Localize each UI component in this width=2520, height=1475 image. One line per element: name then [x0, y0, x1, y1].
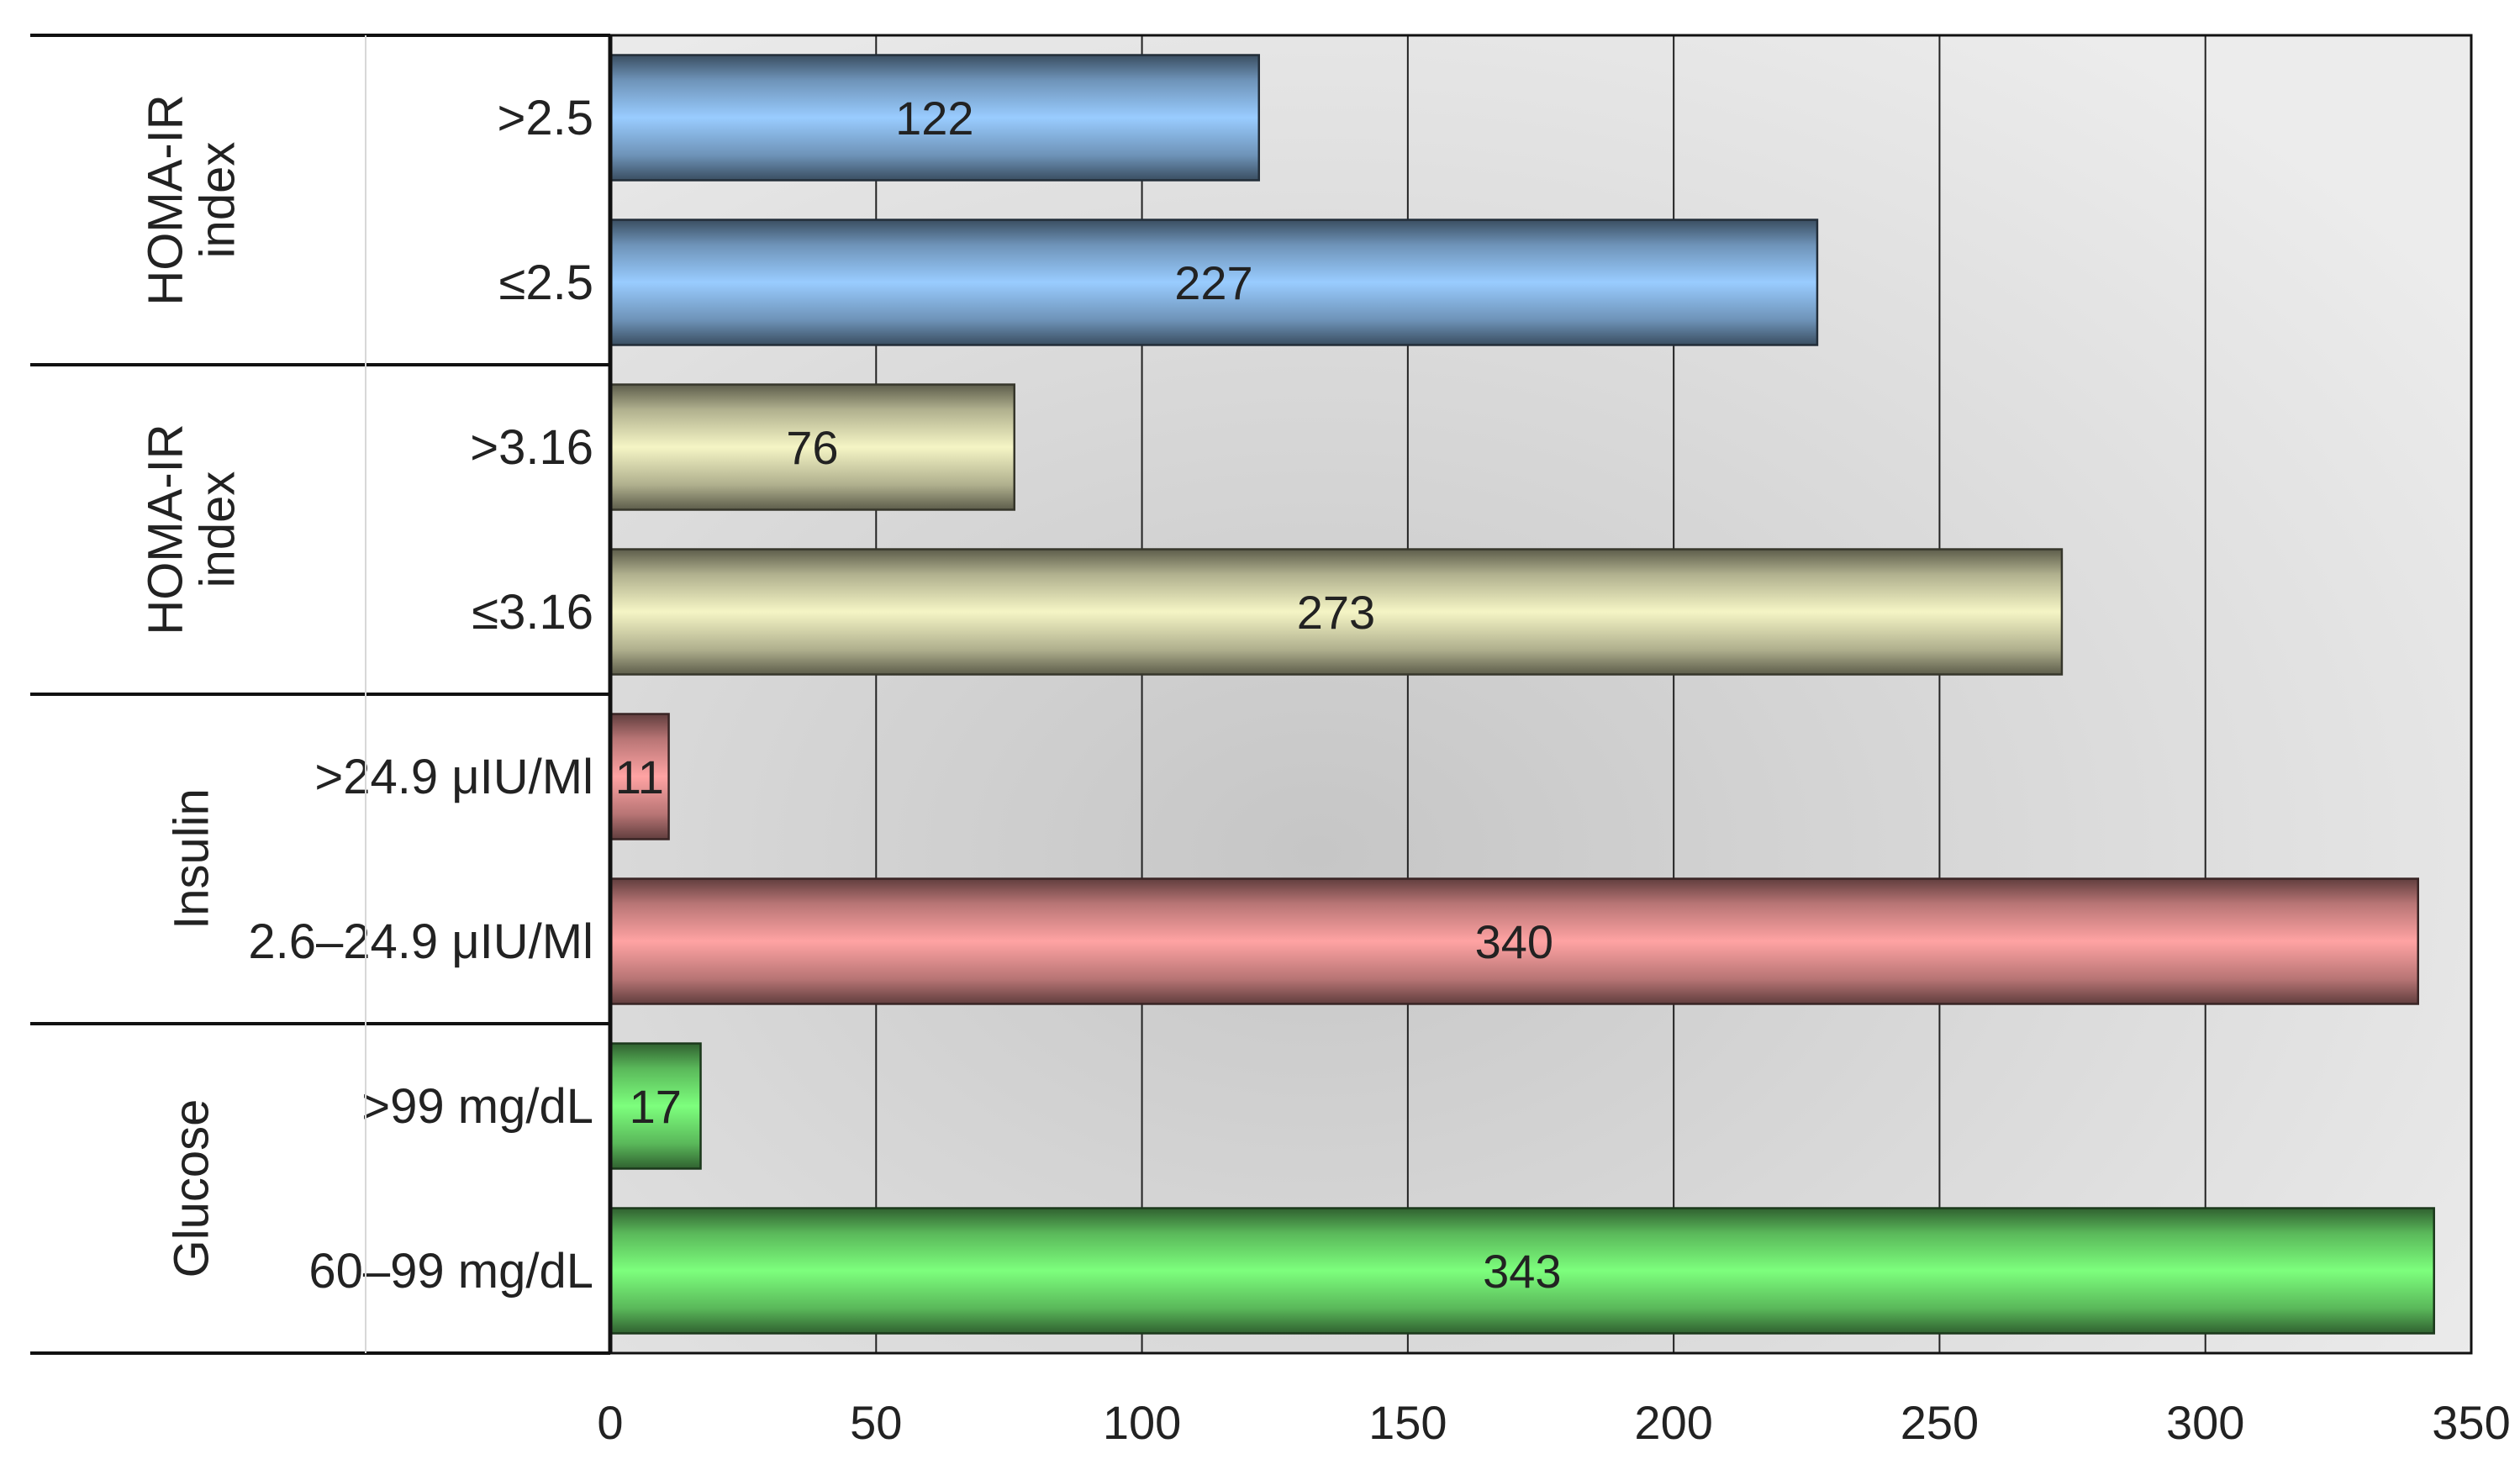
- x-tick-label: 300: [2166, 1396, 2244, 1449]
- category-label: >2.5: [498, 91, 594, 145]
- category-label: ≤2.5: [499, 255, 593, 310]
- group-label: index: [191, 142, 245, 259]
- bar[interactable]: [609, 1042, 702, 1170]
- bar-value-label: 227: [1174, 256, 1252, 309]
- x-tick-label: 0: [597, 1396, 623, 1449]
- category-label: >24.9 μIU/Ml: [314, 750, 593, 804]
- group-label: index: [191, 471, 245, 588]
- bar[interactable]: [609, 1207, 2435, 1335]
- bar[interactable]: [609, 54, 1260, 182]
- bar[interactable]: [609, 877, 2419, 1005]
- category-label: ≤3.16: [472, 585, 593, 640]
- group-label: Glucose: [165, 1099, 219, 1278]
- bar-value-label: 340: [1475, 915, 1553, 968]
- bar-value-label: 122: [895, 92, 973, 145]
- x-tick-label: 100: [1103, 1396, 1181, 1449]
- x-tick-label: 350: [2432, 1396, 2510, 1449]
- bar-value-label: 17: [630, 1080, 682, 1133]
- bar[interactable]: [609, 548, 2064, 676]
- bar-value-label: 273: [1297, 586, 1375, 639]
- bar-value-label: 76: [786, 421, 838, 474]
- category-label: >3.16: [470, 420, 593, 475]
- x-tick-label: 150: [1368, 1396, 1447, 1449]
- category-label: 2.6–24.9 μIU/Ml: [248, 914, 593, 969]
- x-tick-label: 250: [1901, 1396, 1979, 1449]
- group-label: Insulin: [165, 788, 219, 930]
- group-label: HOMA-IR: [139, 94, 193, 305]
- category-label: >99 mg/dL: [361, 1079, 593, 1134]
- x-tick-label: 200: [1634, 1396, 1712, 1449]
- bar-value-label: 343: [1483, 1245, 1561, 1298]
- bar-value-label: 11: [615, 751, 664, 803]
- x-tick-label: 50: [850, 1396, 902, 1449]
- category-label: 60–99 mg/dL: [308, 1244, 593, 1299]
- group-label: HOMA-IR: [139, 424, 193, 635]
